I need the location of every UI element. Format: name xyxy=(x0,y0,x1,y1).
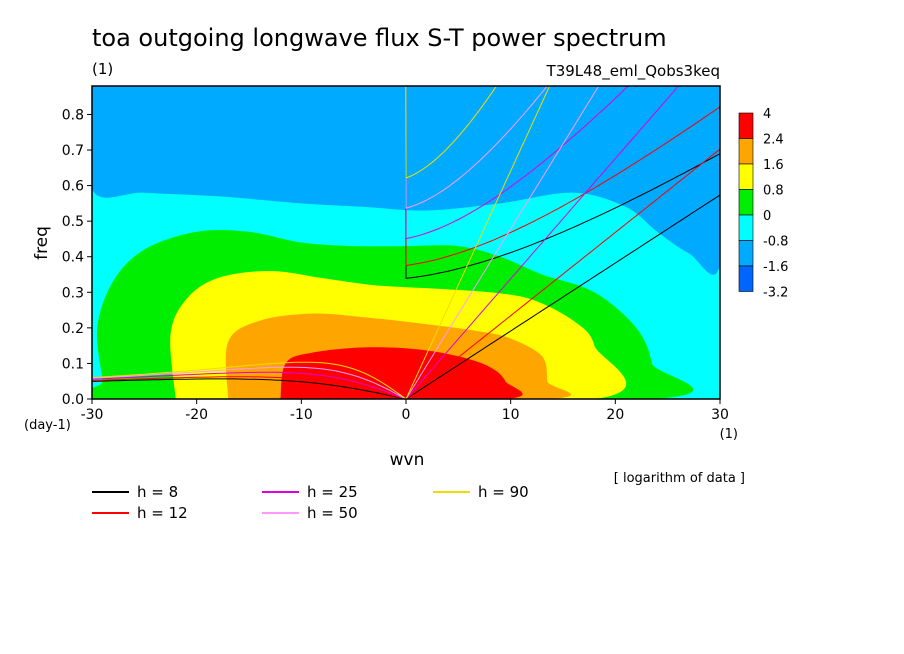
y-axis-label: freq xyxy=(32,226,52,260)
y-tick-label: 0.6 xyxy=(62,179,84,195)
colorbar-swatch xyxy=(738,163,754,190)
colorbar-label: -0.8 xyxy=(763,235,788,250)
legend-label: h = 90 xyxy=(478,483,529,501)
y-unit-label: (day-1) xyxy=(24,418,71,433)
colorbar-label: 2.4 xyxy=(763,133,784,148)
colorbar-label: 1.6 xyxy=(763,158,784,173)
colorbar-label: 0.8 xyxy=(763,184,784,199)
gravity-curve-h90 xyxy=(405,86,498,179)
x-tick-label: -20 xyxy=(185,407,208,423)
legend-label: h = 50 xyxy=(307,504,358,522)
chart-title: toa outgoing longwave flux S-T power spe… xyxy=(92,24,667,52)
x-tick-label: 10 xyxy=(502,407,520,423)
kelvin-curve-h12 xyxy=(405,148,720,399)
rossby-curve-h90 xyxy=(92,361,407,399)
colorbar-swatch xyxy=(738,189,754,216)
x-tick-label: -30 xyxy=(81,407,104,423)
kelvin-curve-h8 xyxy=(405,194,720,399)
y-tick-label: 0.3 xyxy=(62,285,84,301)
y-tick-label: 0.7 xyxy=(62,143,84,159)
colorbar-label: 4 xyxy=(763,107,771,122)
rossby-curve-h12 xyxy=(92,376,407,399)
gravity-curve-h8 xyxy=(405,86,720,279)
gravity-curve-h50 xyxy=(405,86,548,209)
x-unit-label: (1) xyxy=(720,427,738,442)
kelvin-curve-h50 xyxy=(405,86,600,399)
x-tick-label: 30 xyxy=(711,407,729,423)
legend-label: h = 12 xyxy=(137,504,188,522)
x-axis-label: wvn xyxy=(390,450,425,470)
gravity-curve-h25 xyxy=(405,86,630,240)
legend-label: h = 8 xyxy=(137,483,178,501)
log-note: [ logarithm of data ] xyxy=(614,471,745,486)
axes: -30 -20 -10 0 10 20 30 0.0 0.1 0.2 0.3 0.4 0.5 0.6 0.7… xyxy=(62,107,729,423)
chart-subtitle: (1) xyxy=(92,60,113,78)
y-tick-label: 0.2 xyxy=(62,321,84,337)
colorbar-swatch xyxy=(738,138,754,165)
colorbar-label: -3.2 xyxy=(763,286,788,301)
legend-label: h = 25 xyxy=(307,483,358,501)
colorbar-swatch xyxy=(738,112,754,139)
experiment-label: T39L48_eml_Qobs3keq xyxy=(546,62,720,81)
colorbar-label: -1.6 xyxy=(763,260,788,275)
y-tick-label: 0.4 xyxy=(62,250,84,266)
kelvin-curve-h90 xyxy=(405,86,551,399)
y-tick-label: 0.1 xyxy=(62,356,84,372)
x-tick-label: 20 xyxy=(606,407,624,423)
x-tick-label: -10 xyxy=(290,407,313,423)
legend: h = 8 h = 12 h = 25 h = 50 h = 90 xyxy=(92,483,529,522)
colorbar-swatch xyxy=(738,265,754,292)
y-tick-label: 0.0 xyxy=(62,392,84,408)
colorbar-label: 0 xyxy=(763,209,771,224)
kelvin-curve-h25 xyxy=(405,86,680,399)
colorbar: 4 2.4 1.6 0.8 0 -0.8 -1.6 -3.2 xyxy=(738,107,788,301)
gravity-curve-h12 xyxy=(405,86,720,267)
x-tick-label: 0 xyxy=(402,407,411,423)
colorbar-swatch xyxy=(738,214,754,241)
y-tick-label: 0.8 xyxy=(62,107,84,123)
rossby-curve-h25 xyxy=(92,371,407,399)
colorbar-swatch xyxy=(738,240,754,267)
dispersion-curves xyxy=(92,86,720,399)
y-tick-label: 0.5 xyxy=(62,214,84,230)
rossby-curve-h50 xyxy=(92,366,407,399)
rossby-curve-h8 xyxy=(92,378,407,399)
